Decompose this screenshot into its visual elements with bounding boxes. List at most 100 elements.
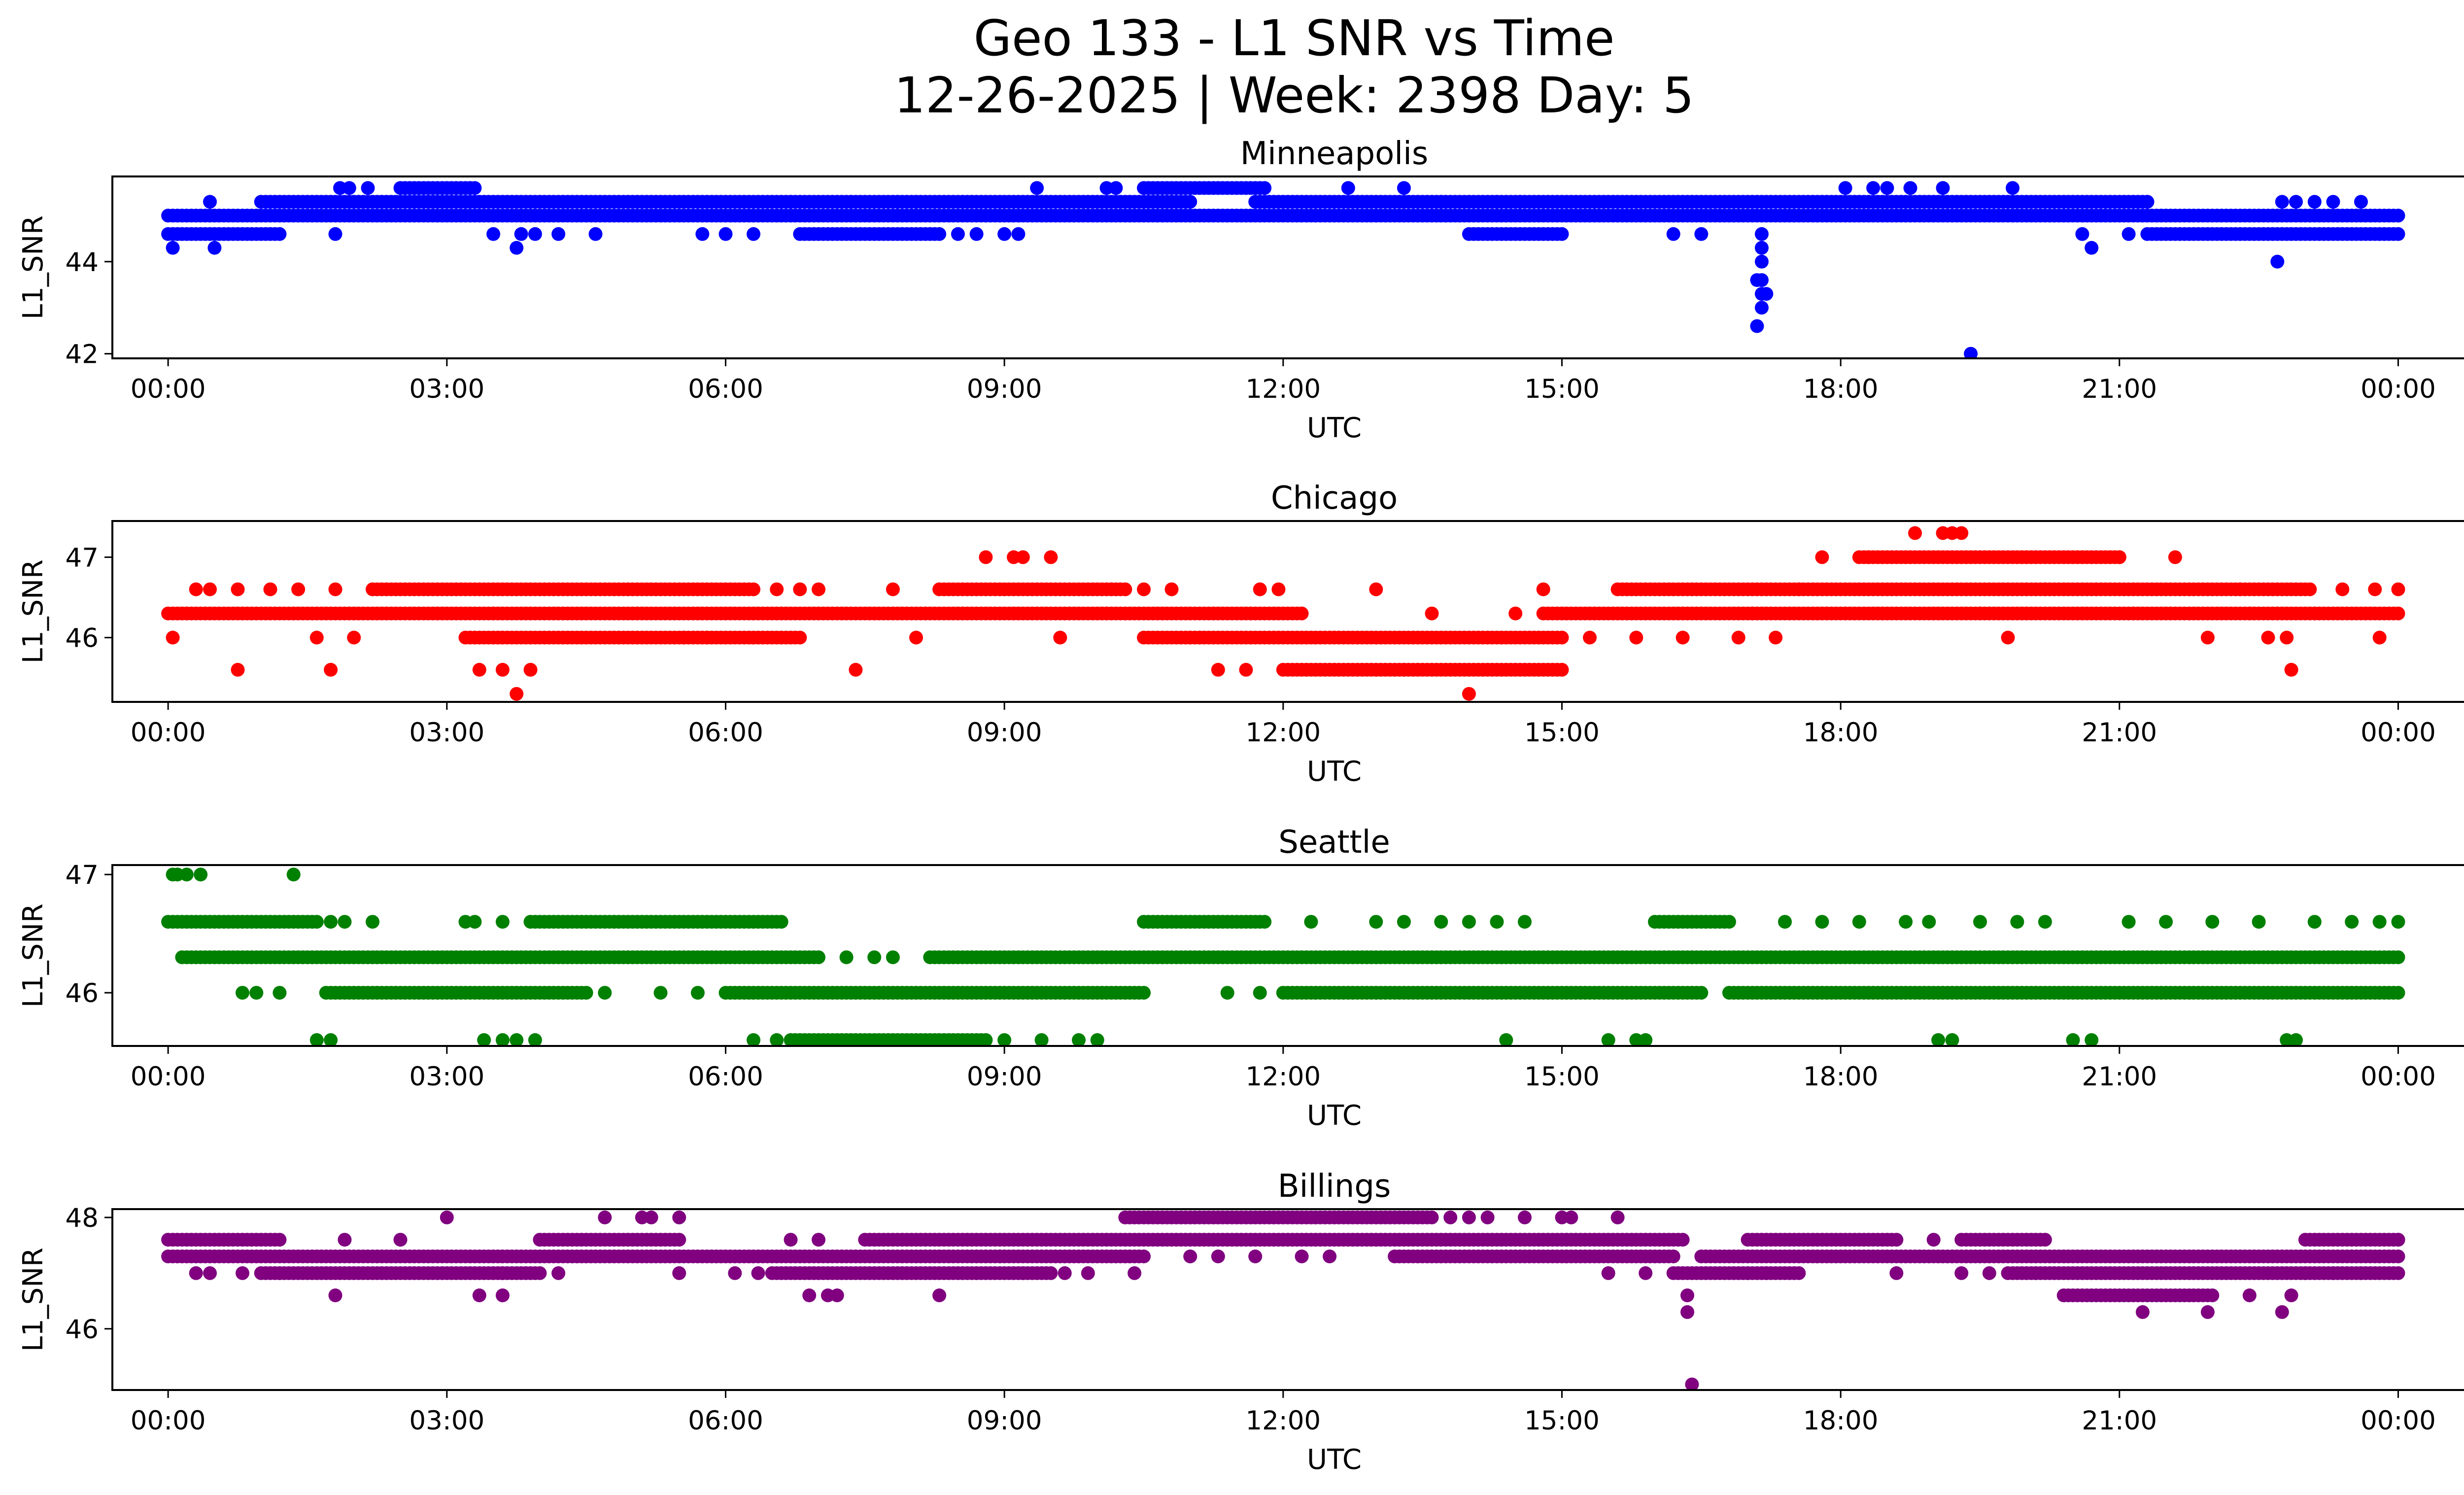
data-point: [812, 1233, 825, 1247]
data-point: [1583, 630, 1597, 645]
data-point: [1193, 630, 1207, 645]
data-point: [338, 1233, 352, 1247]
x-tick-label: 15:00: [1524, 1062, 1600, 1092]
data-point: [1118, 582, 1132, 596]
data-point: [2345, 915, 2359, 929]
y-tick-label: 42: [66, 340, 99, 370]
data-point: [770, 582, 784, 596]
data-point: [1248, 1250, 1263, 1263]
data-point: [1518, 1210, 1532, 1224]
data-point: [1490, 195, 1504, 209]
data-point: [2242, 606, 2257, 621]
data-point: [588, 227, 603, 241]
panel-billings: Billings 00:00 03:00 06:00 09:00 12:00 15:00 18…: [17, 1168, 2464, 1476]
data-point: [1555, 630, 1569, 645]
data-point: [1754, 241, 1769, 255]
x-tick-label: 03:00: [409, 374, 484, 404]
data-point: [309, 630, 324, 645]
x-tick-label: 00:00: [2361, 1406, 2436, 1436]
data-point: [2066, 1033, 2080, 1046]
data-point: [2307, 915, 2322, 929]
x-tick-label: 18:00: [1803, 718, 1879, 748]
data-point: [203, 582, 217, 596]
data-point: [1945, 1033, 1959, 1046]
data-point: [728, 1266, 742, 1280]
data-point: [1253, 986, 1267, 1000]
panel-title: Minneapolis: [1240, 136, 1428, 172]
data-point: [2233, 582, 2247, 596]
data-point: [1639, 1266, 1653, 1280]
data-point: [468, 915, 482, 929]
x-tick-label: 21:00: [2082, 718, 2157, 748]
data-point: [844, 195, 858, 209]
data-point: [2122, 915, 2136, 929]
data-point: [751, 1266, 765, 1280]
data-point: [979, 1033, 993, 1046]
data-point: [1601, 1266, 1615, 1280]
data-point: [203, 195, 217, 209]
data-point: [784, 1233, 798, 1247]
data-point: [2001, 630, 2015, 645]
data-point: [1954, 1266, 1969, 1280]
data-point: [1629, 630, 1643, 645]
data-point: [1434, 195, 1448, 209]
data-point: [179, 868, 194, 882]
data-point: [747, 227, 760, 241]
data-point: [1258, 915, 1272, 929]
panel-title: Chicago: [1271, 480, 1398, 517]
x-tick-label: 09:00: [967, 374, 1042, 404]
data-point: [1899, 915, 1913, 929]
data-point: [1053, 630, 1067, 645]
data-point: [1271, 582, 1286, 596]
data-point: [495, 1033, 510, 1046]
x-tick-label: 15:00: [1524, 718, 1600, 748]
data-point: [886, 950, 900, 965]
figure-title-line2: 12-26-2025 | Week: 2398 Day: 5: [894, 67, 1694, 124]
data-point: [2391, 227, 2405, 241]
data-point: [309, 1033, 324, 1046]
x-tick-label: 09:00: [967, 1062, 1042, 1092]
panel-chicago: Chicago 00:00 03:00 06:00 09:00 12:00 15:00 18:…: [17, 480, 2464, 788]
data-point: [1081, 1266, 1095, 1280]
data-point: [347, 630, 361, 645]
data-point: [2270, 254, 2285, 269]
data-point: [263, 582, 277, 596]
data-point: [2135, 1305, 2150, 1319]
x-tick-label: 12:00: [1245, 1062, 1321, 1092]
data-point: [1936, 181, 1950, 195]
data-point: [1889, 1266, 1904, 1280]
data-point: [1137, 986, 1151, 1000]
x-tick-label: 21:00: [2082, 374, 2157, 404]
data-point: [979, 550, 993, 564]
x-tick-label: 18:00: [1803, 1062, 1879, 1092]
y-tick-label: 44: [66, 247, 99, 278]
y-axis-label: L1_SNR: [17, 904, 49, 1008]
data-point: [1982, 1266, 1996, 1280]
data-point: [2280, 630, 2294, 645]
y-tick-label: 47: [66, 543, 99, 573]
data-point: [1058, 1266, 1072, 1280]
data-point: [1838, 181, 1852, 195]
x-tick-label: 03:00: [409, 718, 484, 748]
data-point: [273, 1233, 287, 1247]
x-axis-label: UTC: [1307, 756, 1362, 788]
x-tick-label: 21:00: [2082, 1406, 2157, 1436]
panel-seattle: Seattle 00:00 03:00 06:00 09:00 12:00 15:00 18:…: [17, 824, 2464, 1132]
data-point: [1722, 915, 1736, 929]
data-point: [328, 582, 342, 596]
data-point: [2354, 195, 2368, 209]
data-point: [1425, 1210, 1439, 1224]
data-point: [812, 950, 825, 965]
data-point: [1754, 254, 1769, 269]
data-point: [273, 1266, 287, 1280]
data-point: [793, 582, 807, 596]
x-tick-label: 06:00: [688, 1062, 763, 1092]
data-point: [1011, 227, 1026, 241]
data-point: [1694, 986, 1709, 1000]
data-point: [472, 662, 486, 677]
data-point: [324, 662, 338, 677]
data-point: [2275, 1305, 2289, 1319]
panels: Minneapolis 00:00 03:00 06:00 09:00 12:00 15:0…: [17, 136, 2464, 1476]
data-point: [793, 630, 807, 645]
data-point: [672, 1210, 686, 1224]
